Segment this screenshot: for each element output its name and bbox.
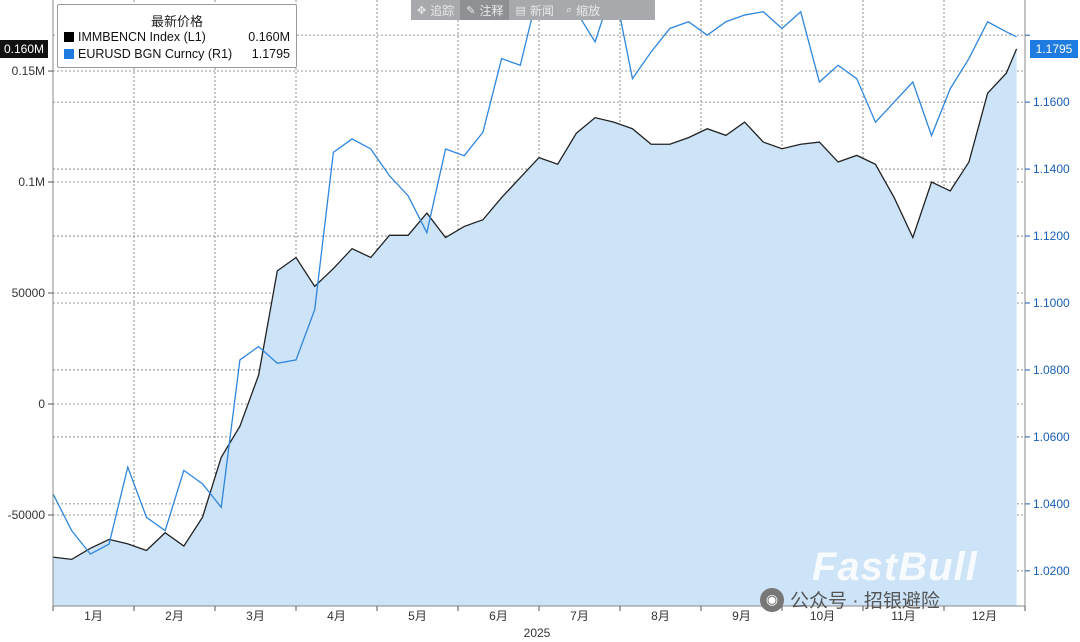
right-tick-label: 1.0200 [1033, 564, 1070, 578]
left-tick-label: -50000 [8, 508, 46, 522]
chart-legend: 最新价格 IMMBENCN Index (L1) 0.160M EURUSD B… [57, 4, 297, 68]
x-tick-label: 11月 [891, 609, 915, 623]
news-icon: ▤ [515, 4, 526, 17]
wechat-text: 公众号 · 招银避险 [790, 591, 940, 612]
legend-swatch-black [64, 32, 74, 42]
x-tick-label: 12月 [972, 609, 997, 623]
zoom-icon: ⌕ [565, 3, 573, 16]
x-tick-label: 3月 [246, 609, 265, 623]
legend-value: 0.160M [248, 30, 290, 44]
legend-title: 最新价格 [150, 14, 203, 29]
x-axis-ticks: 1月 2月 3月 4月 5月 6月 7月 8月 9月 10月 11月 12月 [52, 606, 1026, 623]
x-tick-label: 7月 [570, 609, 589, 623]
legend-swatch-blue [64, 49, 74, 59]
x-tick-label: 1月 [84, 609, 103, 623]
x-tick-label: 5月 [408, 609, 427, 623]
right-tick-label: 1.1400 [1033, 162, 1070, 176]
toolbar-news-button[interactable]: ▤ 新闻 [515, 3, 554, 18]
legend-label: EURUSD BGN Curncy (R1) [78, 47, 233, 61]
toolbar-zoom-button[interactable]: ⌕ 缩放 [565, 3, 601, 18]
series-left-area [53, 48, 1017, 607]
wechat-watermark: ◉ 公众号 · 招银避险 [760, 586, 940, 613]
x-tick-label: 8月 [651, 609, 670, 623]
legend-value: 1.1795 [251, 47, 290, 61]
right-tick-label: 1.1200 [1033, 229, 1070, 243]
toolbar-track-button[interactable]: ✥ 追踪 [417, 3, 455, 18]
right-tick-label: 1.0800 [1033, 363, 1070, 377]
brand-watermark: FastBull [812, 545, 978, 589]
current-value-left: 0.160M [0, 40, 48, 58]
right-tick-label: 1.0600 [1033, 430, 1070, 444]
toolbar-annotate-button[interactable]: ✎ 注释 [460, 0, 510, 20]
legend-row-immbencn: IMMBENCN Index (L1) 0.160M [64, 30, 290, 44]
wechat-icon: ◉ [760, 587, 784, 612]
x-tick-label: 6月 [489, 609, 508, 623]
left-tick-label: 50000 [12, 286, 46, 300]
x-tick-label: 9月 [732, 609, 751, 623]
left-tick-label: 0.1M [18, 175, 45, 189]
series-right-line [52, 0, 1017, 555]
current-value-right: 1.1795 [1030, 40, 1078, 58]
legend-row-eurusd: EURUSD BGN Curncy (R1) 1.1795 [64, 47, 290, 61]
left-axis-ticks: -50000 0 50000 0.1M 0.15M [8, 64, 53, 522]
right-tick-label: 1.1600 [1033, 95, 1070, 109]
left-tick-label: 0 [38, 397, 45, 411]
x-tick-label: 2月 [165, 609, 184, 623]
crosshair-icon: ✥ [417, 4, 427, 17]
x-tick-label: 4月 [327, 609, 346, 623]
right-tick-label: 1.1000 [1033, 296, 1070, 310]
pencil-icon: ✎ [466, 4, 476, 17]
chart-toolbar: ✥ 追踪 ✎ 注释 ▤ 新闻 ⌕ 缩放 [411, 0, 655, 20]
right-tick-label: 1.0400 [1033, 497, 1070, 511]
x-axis-year-label: 2025 [524, 626, 551, 640]
series-left-line [52, 48, 1018, 561]
right-axis-ticks: 1.0200 1.0400 1.0600 1.0800 1.1000 1.1200 1.14… [1025, 34, 1070, 578]
x-tick-label: 10月 [810, 609, 835, 623]
left-tick-label: 0.15M [12, 64, 45, 78]
legend-label: IMMBENCN Index (L1) [78, 30, 206, 44]
